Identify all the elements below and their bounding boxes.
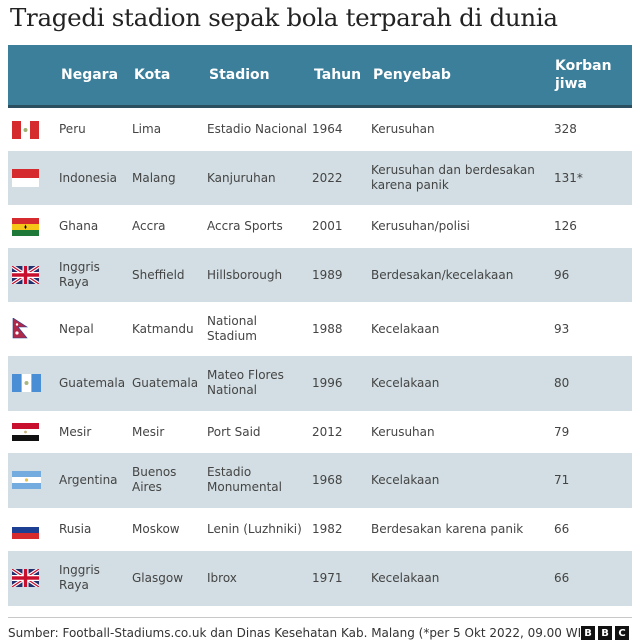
table-row: Mesir Mesir Port Said 2012 Kerusuhan 79 <box>8 411 632 453</box>
source-note: Sumber: Football-Stadiums.co.uk dan Dina… <box>8 626 595 640</box>
cell-city: Glasgow <box>132 571 184 585</box>
table-row: Rusia Moskow Lenin (Luzhniki) 1982 Berde… <box>8 508 632 551</box>
uk-flag-icon <box>12 569 39 587</box>
cell-stadium: Hillsborough <box>207 268 283 282</box>
cell-cause: Kecelakaan <box>371 473 440 487</box>
cell-cause: Kerusuhan <box>371 425 435 439</box>
cell-year: 1971 <box>312 571 343 585</box>
footer-divider <box>8 617 632 618</box>
header-stadium: Stadion <box>209 67 270 83</box>
argentina-flag-icon <box>12 471 41 489</box>
cell-stadium: Mateo Flores National <box>207 368 284 397</box>
header-city: Kota <box>134 67 171 83</box>
cell-year: 1968 <box>312 473 343 487</box>
cell-year: 2001 <box>312 219 343 233</box>
cell-year: 1988 <box>312 322 343 336</box>
cell-year: 1989 <box>312 268 343 282</box>
cell-year: 2012 <box>312 425 343 439</box>
table-row: Inggris Raya Glasgow Ibrox 1971 Kecelaka… <box>8 551 632 606</box>
cell-cause: Kecelakaan <box>371 322 440 336</box>
cell-stadium: Estadio Monumental <box>207 465 282 494</box>
cell-victims: 66 <box>554 571 570 585</box>
cell-year: 1964 <box>312 122 343 136</box>
cell-year: 1982 <box>312 522 343 536</box>
cell-country: Inggris Raya <box>59 563 100 592</box>
cell-country: Peru <box>59 122 86 136</box>
cell-victims: 80 <box>554 376 570 390</box>
header-country: Negara <box>61 67 119 83</box>
table-row: Inggris Raya Sheffield Hillsborough 1989… <box>8 248 632 302</box>
cell-cause: Kecelakaan <box>371 571 440 585</box>
table-row: Argentina Buenos Aires Estadio Monumenta… <box>8 453 632 508</box>
table-row: Indonesia Malang Kanjuruhan 2022 Kerusuh… <box>8 151 632 205</box>
table-row: Nepal Katmandu National Stadium 1988 Kec… <box>8 302 632 356</box>
page-title: Tragedi stadion sepak bola terparah di d… <box>10 3 558 32</box>
bbc-logo: B B C <box>581 626 629 640</box>
cell-year: 2022 <box>312 171 343 185</box>
cell-country: Ghana <box>59 219 99 233</box>
cell-city: Accra <box>132 219 166 233</box>
table-row: Guatemala Guatemala Mateo Flores Nationa… <box>8 356 632 411</box>
egypt-flag-icon <box>12 423 39 441</box>
cell-victims: 131* <box>554 171 583 185</box>
stadium-tragedies-table: Negara Kota Stadion Tahun Penyebab Korba… <box>8 45 632 606</box>
cell-victims: 79 <box>554 425 570 439</box>
cell-stadium: Kanjuruhan <box>207 171 276 185</box>
cell-stadium: National Stadium <box>207 314 258 343</box>
cell-cause: Kecelakaan <box>371 376 440 390</box>
cell-country: Guatemala <box>59 376 126 390</box>
uk-flag-icon <box>12 266 39 284</box>
cell-stadium: Ibrox <box>207 571 237 585</box>
cell-cause: Berdesakan/kecelakaan <box>371 268 514 282</box>
indonesia-flag-icon <box>12 169 39 187</box>
cell-city: Mesir <box>132 425 165 439</box>
cell-victims: 93 <box>554 322 570 336</box>
cell-city: Sheffield <box>132 268 185 282</box>
header-victims: Korban jiwa <box>555 58 612 92</box>
cell-country: Rusia <box>59 522 92 536</box>
header-cause: Penyebab <box>373 67 451 83</box>
peru-flag-icon <box>12 121 39 139</box>
table-row: Ghana Accra Accra Sports 2001 Kerusuhan/… <box>8 205 632 248</box>
cell-stadium: Accra Sports <box>207 219 283 233</box>
bbc-logo-letter: B <box>598 626 612 640</box>
table-row: Peru Lima Estadio Nacional 1964 Kerusuha… <box>8 108 632 151</box>
table-header: Negara Kota Stadion Tahun Penyebab Korba… <box>8 45 632 108</box>
cell-country: Indonesia <box>59 171 118 185</box>
cell-year: 1996 <box>312 376 343 390</box>
cell-victims: 126 <box>554 219 577 233</box>
cell-country: Nepal <box>59 322 94 336</box>
cell-city: Lima <box>132 122 162 136</box>
cell-victims: 328 <box>554 122 577 136</box>
nepal-flag-icon <box>12 318 29 339</box>
header-year: Tahun <box>314 67 362 83</box>
cell-stadium: Lenin (Luzhniki) <box>207 522 302 536</box>
cell-cause: Berdesakan karena panik <box>371 522 524 536</box>
cell-cause: Kerusuhan/polisi <box>371 219 470 233</box>
bbc-logo-letter: B <box>581 626 595 640</box>
cell-country: Mesir <box>59 425 92 439</box>
cell-city: Buenos Aires <box>132 465 177 494</box>
bbc-logo-letter: C <box>615 626 629 640</box>
cell-country: Argentina <box>59 473 118 487</box>
cell-city: Moskow <box>132 522 180 536</box>
cell-city: Katmandu <box>132 322 194 336</box>
cell-city: Malang <box>132 171 176 185</box>
cell-cause: Kerusuhan dan berdesakan karena panik <box>371 163 535 192</box>
cell-victims: 96 <box>554 268 570 282</box>
cell-victims: 66 <box>554 522 570 536</box>
cell-victims: 71 <box>554 473 570 487</box>
guatemala-flag-icon <box>12 374 41 392</box>
cell-cause: Kerusuhan <box>371 122 435 136</box>
cell-country: Inggris Raya <box>59 260 100 289</box>
ghana-flag-icon <box>12 218 39 236</box>
cell-stadium: Estadio Nacional <box>207 122 307 136</box>
cell-city: Guatemala <box>132 376 199 390</box>
cell-stadium: Port Said <box>207 425 261 439</box>
russia-flag-icon <box>12 521 39 539</box>
